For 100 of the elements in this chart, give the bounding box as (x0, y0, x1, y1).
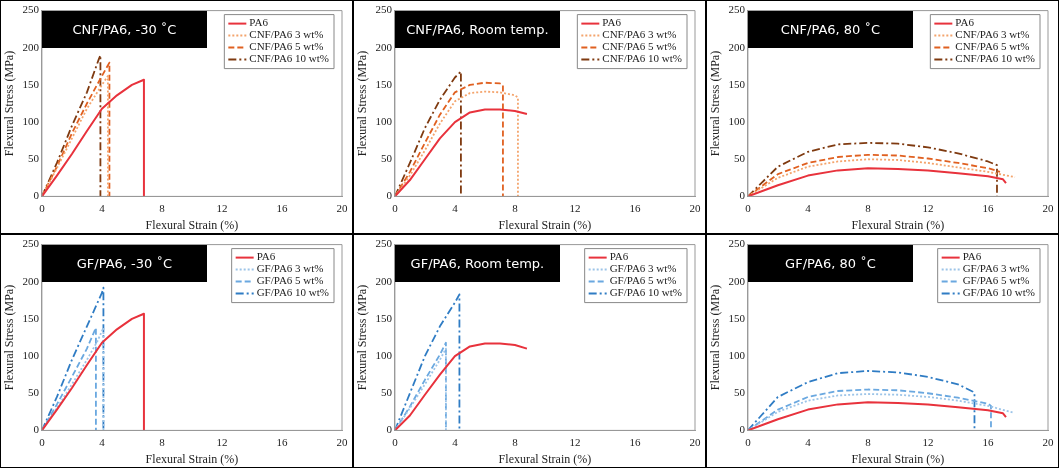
line-series (41, 54, 102, 197)
line-series (747, 153, 1001, 197)
y-tick-label: 250 (22, 3, 40, 16)
x-tick-label: 16 (629, 201, 641, 214)
x-tick-label: 12 (569, 201, 581, 214)
line-series (394, 293, 461, 431)
x-axis-title: Flexural Strain (%) (498, 451, 592, 466)
y-axis-title: Flexural Stress (MPa) (355, 284, 370, 391)
line-series (394, 70, 462, 197)
legend-label: PA6 (256, 250, 276, 263)
x-tick-label: 4 (805, 201, 812, 214)
legend-label: CNF/PA6 10 wt% (955, 52, 1035, 65)
y-tick-label: 150 (22, 77, 40, 90)
x-tick-label: 20 (689, 435, 701, 448)
y-tick-label: 0 (739, 423, 746, 436)
x-tick-label: 12 (922, 201, 934, 214)
legend-label: GF/PA6 5 wt% (609, 274, 677, 287)
x-axis-title: Flexural Strain (%) (498, 217, 592, 232)
x-tick-label: 8 (512, 435, 519, 448)
title-box: GF/PA6, Room temp. (394, 244, 560, 282)
y-tick-label: 50 (733, 386, 746, 399)
legend-label: GF/PA6 10 wt% (256, 286, 330, 299)
y-tick-label: 0 (33, 189, 40, 202)
legend-label: PA6 (249, 16, 269, 29)
x-tick-label: 12 (216, 435, 228, 448)
title-box: CNF/PA6, -30 ˚C (41, 10, 207, 48)
x-tick-label: 12 (569, 435, 581, 448)
x-tick-label: 8 (159, 435, 166, 448)
x-tick-label: 4 (99, 201, 106, 214)
y-tick-label: 250 (375, 237, 393, 250)
legend-label: GF/PA6 5 wt% (256, 274, 324, 287)
legend-label: CNF/PA6 3 wt% (955, 28, 1030, 41)
y-axis-title: Flexural Stress (MPa) (355, 50, 370, 157)
y-tick-label: 100 (22, 348, 40, 361)
y-axis-title: Flexural Stress (MPa) (2, 284, 17, 391)
legend-label: GF/PA6 3 wt% (609, 262, 677, 275)
y-tick-label: 50 (733, 152, 746, 165)
legend-label: CNF/PA6 10 wt% (249, 52, 329, 65)
line-series (394, 90, 519, 197)
y-axis-title: Flexural Stress (MPa) (2, 50, 17, 157)
legend-label: GF/PA6 10 wt% (609, 286, 683, 299)
x-tick-label: 16 (982, 435, 994, 448)
legend-label: PA6 (602, 16, 622, 29)
y-tick-label: 200 (375, 274, 393, 287)
legend-label: GF/PA6 5 wt% (962, 274, 1030, 287)
line-series (747, 388, 992, 431)
legend-label: GF/PA6 3 wt% (256, 262, 324, 275)
x-tick-label: 4 (805, 435, 812, 448)
y-tick-label: 50 (27, 386, 40, 399)
y-tick-label: 0 (386, 189, 393, 202)
x-tick-label: 20 (336, 435, 348, 448)
y-tick-label: 200 (728, 274, 746, 287)
x-tick-label: 16 (276, 435, 288, 448)
y-tick-label: 50 (27, 152, 40, 165)
y-tick-label: 100 (375, 114, 393, 127)
y-axis-title: Flexural Stress (MPa) (708, 284, 723, 391)
title-box: GF/PA6, 80 ˚C (747, 244, 913, 282)
y-tick-label: 150 (22, 311, 40, 324)
legend-label: CNF/PA6 3 wt% (602, 28, 677, 41)
y-tick-label: 200 (728, 40, 746, 53)
x-tick-label: 20 (336, 201, 348, 214)
x-axis-title: Flexural Strain (%) (145, 451, 239, 466)
legend-label: CNF/PA6 3 wt% (249, 28, 324, 41)
legend-label: CNF/PA6 10 wt% (602, 52, 682, 65)
legend-label: PA6 (962, 250, 982, 263)
x-tick-label: 4 (452, 201, 459, 214)
legend-label: PA6 (609, 250, 629, 263)
line-series (41, 286, 105, 431)
x-tick-label: 8 (865, 201, 872, 214)
x-tick-label: 20 (1042, 201, 1054, 214)
x-tick-label: 20 (1042, 435, 1054, 448)
y-tick-label: 100 (728, 348, 746, 361)
y-tick-label: 200 (375, 40, 393, 53)
title-box: CNF/PA6, Room temp. (394, 10, 560, 48)
y-tick-label: 250 (375, 3, 393, 16)
x-tick-label: 8 (865, 435, 872, 448)
legend-label: CNF/PA6 5 wt% (249, 40, 324, 53)
x-tick-label: 16 (982, 201, 994, 214)
y-tick-label: 50 (380, 386, 393, 399)
x-tick-label: 4 (99, 435, 106, 448)
legend-label: CNF/PA6 5 wt% (955, 40, 1030, 53)
y-axis-title: Flexural Stress (MPa) (708, 50, 723, 157)
x-tick-label: 8 (159, 201, 166, 214)
y-tick-label: 150 (375, 311, 393, 324)
title-box: CNF/PA6, 80 ˚C (747, 10, 913, 48)
x-tick-label: 4 (452, 435, 459, 448)
y-tick-label: 100 (375, 348, 393, 361)
y-tick-label: 250 (728, 237, 746, 250)
x-tick-label: 20 (689, 201, 701, 214)
y-tick-label: 0 (386, 423, 393, 436)
line-series (394, 81, 504, 197)
x-tick-label: 16 (276, 201, 288, 214)
x-axis-title: Flexural Strain (%) (851, 217, 945, 232)
legend-label: GF/PA6 3 wt% (962, 262, 1030, 275)
y-tick-label: 150 (728, 311, 746, 324)
y-tick-label: 50 (380, 152, 393, 165)
title-box: GF/PA6, -30 ˚C (41, 244, 207, 282)
x-tick-label: 12 (922, 435, 934, 448)
x-axis-title: Flexural Strain (%) (851, 451, 945, 466)
y-tick-label: 150 (375, 77, 393, 90)
